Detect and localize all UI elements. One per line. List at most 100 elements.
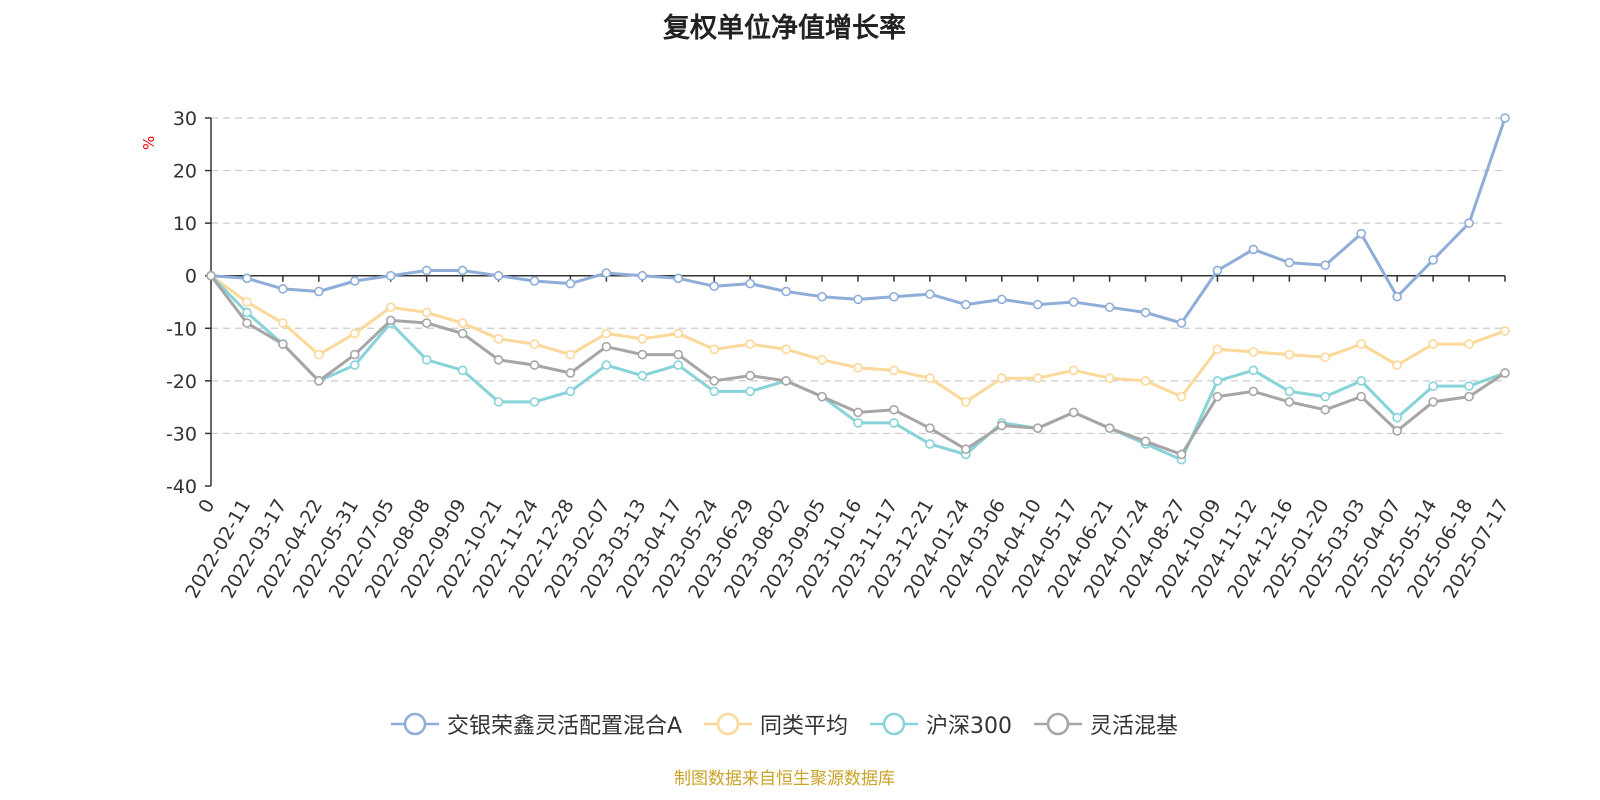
- data-point: [637, 370, 648, 381]
- data-point: [996, 294, 1007, 305]
- data-point: [1356, 228, 1367, 239]
- data-point: [421, 307, 432, 318]
- y-tick-label: 10: [173, 213, 197, 235]
- data-point: [457, 328, 468, 339]
- legend-item[interactable]: 交银荣鑫灵活配置混合A: [390, 708, 683, 740]
- data-point: [349, 349, 360, 360]
- data-point: [457, 318, 468, 328]
- data-point: [493, 270, 504, 281]
- data-point: [421, 355, 432, 365]
- data-point: [781, 344, 791, 355]
- data-point: [206, 270, 216, 281]
- data-point: [709, 344, 720, 355]
- data-point: [637, 270, 648, 281]
- line-chart: 3020100-10-20-30-4002022-02-112022-03-17…: [166, 108, 1513, 602]
- data-point: [745, 278, 755, 289]
- data-point: [493, 355, 504, 365]
- data-point: [1104, 302, 1115, 313]
- data-point: [278, 339, 288, 349]
- data-point: [1464, 218, 1474, 228]
- data-point: [889, 291, 899, 302]
- data-point: [278, 318, 288, 328]
- data-point: [1284, 386, 1295, 397]
- data-point: [1464, 339, 1474, 349]
- data-point: [493, 397, 504, 407]
- data-point: [673, 328, 684, 339]
- data-point: [565, 349, 576, 360]
- data-point: [457, 265, 468, 276]
- legend-label: 同类平均: [760, 714, 849, 739]
- data-point: [1500, 368, 1510, 378]
- data-point: [996, 420, 1007, 431]
- data-point: [242, 297, 252, 307]
- data-point: [457, 365, 468, 376]
- legend-marker-icon: [390, 712, 439, 736]
- data-point: [1176, 318, 1187, 328]
- data-point: [1428, 397, 1438, 407]
- data-point: [1140, 436, 1151, 447]
- data-point: [1356, 376, 1367, 386]
- data-point: [853, 294, 863, 305]
- data-point: [925, 423, 935, 433]
- data-point: [385, 270, 396, 281]
- data-point: [925, 439, 935, 449]
- data-point: [242, 273, 252, 284]
- data-point: [421, 318, 432, 328]
- chart-legend[interactable]: 交银荣鑫灵活配置混合A 同类平均 沪深300 灵活混基: [0, 708, 1569, 740]
- data-point: [1500, 326, 1510, 336]
- chart-title: 复权单位净值增长率: [663, 13, 906, 44]
- data-point: [421, 265, 432, 276]
- data-point: [1392, 425, 1402, 436]
- y-tick-label: 0: [185, 266, 197, 288]
- data-point: [1320, 352, 1331, 363]
- data-point: [349, 328, 360, 339]
- data-point: [529, 397, 540, 407]
- data-point: [1212, 376, 1223, 386]
- data-point: [314, 349, 324, 360]
- data-point: [601, 268, 612, 278]
- data-point: [314, 376, 324, 386]
- data-point: [745, 339, 755, 349]
- data-point: [889, 418, 899, 428]
- data-point: [673, 360, 684, 370]
- legend-item[interactable]: 同类平均: [704, 708, 848, 740]
- data-point: [1428, 339, 1438, 349]
- y-tick-label: 30: [173, 108, 197, 130]
- legend-item[interactable]: 沪深300: [870, 708, 1012, 740]
- data-point: [601, 360, 612, 370]
- data-point: [817, 391, 827, 402]
- data-point: [385, 315, 396, 326]
- legend-label: 交银荣鑫灵活配置混合A: [446, 714, 683, 739]
- data-point: [1428, 255, 1438, 265]
- data-point: [1248, 347, 1259, 357]
- data-point: [673, 349, 684, 360]
- data-point: [996, 373, 1007, 384]
- data-point: [925, 289, 935, 299]
- data-point: [565, 386, 576, 397]
- legend-item[interactable]: 灵活混基: [1034, 708, 1178, 740]
- data-point: [493, 333, 504, 344]
- data-point: [1284, 257, 1295, 268]
- legend-marker-icon: [1034, 712, 1083, 736]
- data-point: [1068, 407, 1079, 418]
- data-point: [889, 404, 899, 415]
- data-point: [781, 286, 791, 297]
- data-point: [1212, 344, 1223, 355]
- data-point: [1176, 391, 1187, 402]
- data-point: [817, 355, 827, 365]
- data-point: [349, 276, 360, 286]
- legend-marker-icon: [870, 712, 919, 736]
- data-point: [1392, 291, 1402, 302]
- data-point: [745, 370, 755, 381]
- y-tick-label: 20: [173, 161, 197, 183]
- data-point: [1356, 391, 1367, 402]
- data-point: [529, 339, 540, 349]
- data-point: [781, 376, 791, 386]
- data-point: [314, 286, 324, 297]
- data-point: [1284, 349, 1295, 360]
- data-point: [1464, 391, 1474, 402]
- data-point: [1248, 386, 1259, 397]
- data-point: [1212, 265, 1223, 276]
- data-point: [601, 328, 612, 339]
- series-line: [210, 117, 1507, 325]
